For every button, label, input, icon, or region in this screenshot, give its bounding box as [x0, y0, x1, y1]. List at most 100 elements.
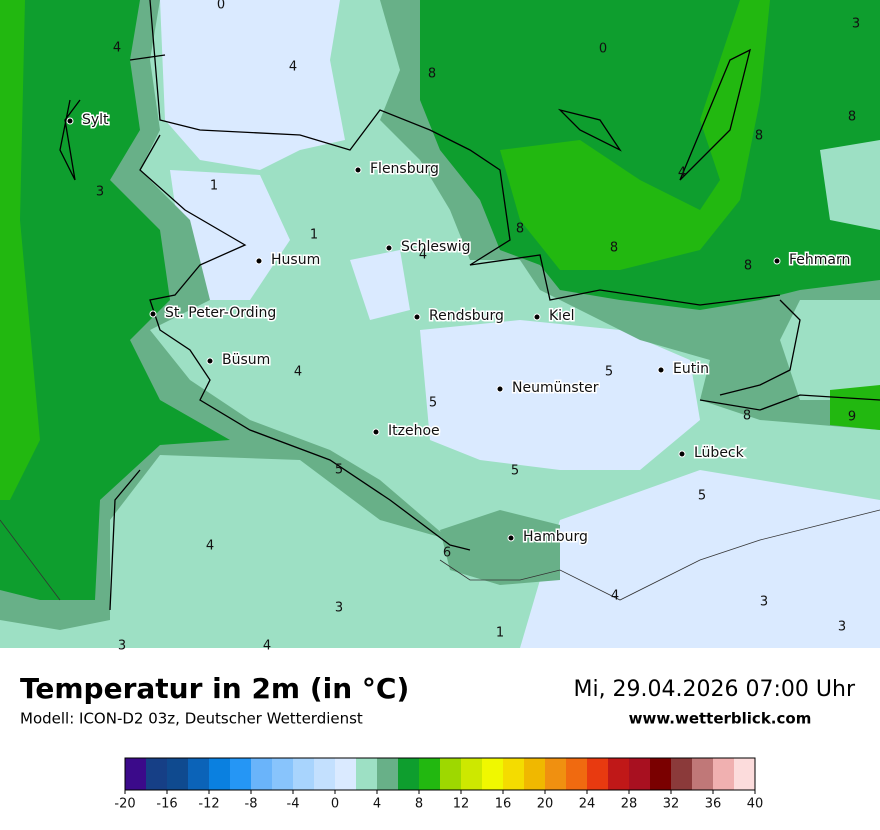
colorbar-swatch	[587, 758, 608, 790]
colorbar-swatch	[713, 758, 734, 790]
contour-label: 3	[118, 639, 126, 654]
contour-label: 4	[263, 639, 271, 654]
contour-label: 5	[698, 489, 706, 504]
colorbar-tick-label: -4	[287, 797, 300, 812]
colorbar-swatch	[125, 758, 146, 790]
website: www.wetterblick.com	[629, 710, 812, 728]
contour-label: 3	[838, 620, 846, 635]
contour-label: 5	[511, 464, 519, 479]
city-dot	[372, 428, 380, 436]
colorbar-swatch	[734, 758, 755, 790]
contour-label: 4	[419, 248, 427, 263]
contour-label: 5	[335, 463, 343, 478]
contour-label: 5	[605, 365, 613, 380]
colorbar-tick-label: 28	[621, 797, 638, 812]
city-dot	[533, 313, 541, 321]
colorbar-tick-label: -8	[245, 797, 258, 812]
city-dot	[66, 117, 74, 125]
sea-area	[0, 0, 40, 500]
contour-label: 3	[852, 17, 860, 32]
colorbar-tick-label: 40	[747, 797, 764, 812]
colorbar-swatch	[482, 758, 503, 790]
city-label: Itzehoe	[388, 423, 440, 439]
colorbar-tick-label: 16	[495, 797, 512, 812]
contour-label: 1	[310, 228, 318, 243]
colorbar-swatch	[293, 758, 314, 790]
colorbar: -20 -16 -12 -8 -4 0 4 8 12 16 20 24 28 32 36 40	[114, 757, 764, 812]
contour-label: 3	[760, 595, 768, 610]
cool-area	[520, 470, 880, 648]
city-label: Neumünster	[512, 380, 599, 396]
contour-label: 8	[610, 241, 618, 256]
colorbar-swatch	[440, 758, 461, 790]
contour-label: 3	[335, 601, 343, 616]
city-label: Flensburg	[370, 161, 439, 177]
city-label: Husum	[271, 252, 320, 268]
contour-label: 0	[217, 0, 225, 13]
city-dot	[149, 310, 157, 318]
contour-label: 1	[210, 179, 218, 194]
city-label: Kiel	[549, 308, 575, 324]
city-label: St. Peter-Ording	[165, 305, 276, 321]
contour-label: 3	[96, 185, 104, 200]
city-dot	[413, 313, 421, 321]
city-dot	[255, 257, 263, 265]
city-dot	[773, 257, 781, 265]
city-label: Rendsburg	[429, 308, 504, 324]
colorbar-swatch	[692, 758, 713, 790]
city-dot	[206, 357, 214, 365]
colorbar-swatch	[629, 758, 650, 790]
contour-label: 4	[113, 41, 121, 56]
colorbar-swatch	[566, 758, 587, 790]
city-dot	[496, 385, 504, 393]
title: Temperatur in 2m (in °C)	[20, 672, 409, 705]
contour-label: 4	[678, 166, 686, 181]
city-label: Hamburg	[523, 529, 588, 545]
colorbar-swatch	[314, 758, 335, 790]
contour-label: 8	[516, 222, 524, 237]
colorbar-tick-label: -20	[114, 797, 135, 812]
colorbar-tick-label: 0	[331, 797, 339, 812]
colorbar-swatch	[335, 758, 356, 790]
colorbar-swatch	[209, 758, 230, 790]
city-label: Büsum	[222, 352, 270, 368]
coastline	[0, 0, 880, 611]
contour-label: 8	[428, 67, 436, 82]
map	[0, 0, 880, 648]
sea-area	[830, 385, 880, 430]
contour-label: 8	[744, 259, 752, 274]
contour-label: 8	[743, 409, 751, 424]
cool-area	[350, 250, 410, 320]
colorbar-tick-label: 20	[537, 797, 554, 812]
datetime: Mi, 29.04.2026 07:00 Uhr	[573, 677, 855, 702]
colorbar-tick-label: 32	[663, 797, 680, 812]
colorbar-tick-label: 12	[453, 797, 470, 812]
contour-label: 5	[429, 396, 437, 411]
contour-label: 4	[289, 60, 297, 75]
city-label: Fehmarn	[789, 252, 850, 268]
colorbar-swatch	[398, 758, 419, 790]
colorbar-swatch	[671, 758, 692, 790]
city-label: Lübeck	[694, 445, 745, 461]
colorbar-swatch	[419, 758, 440, 790]
subtitle: Modell: ICON-D2 03z, Deutscher Wetterdie…	[20, 710, 363, 728]
colorbar-swatch	[608, 758, 629, 790]
contour-label: 4	[294, 365, 302, 380]
colorbar-swatch	[461, 758, 482, 790]
colorbar-swatch	[545, 758, 566, 790]
colorbar-swatch	[377, 758, 398, 790]
city-label: Sylt	[82, 112, 109, 128]
land-area	[820, 140, 880, 230]
city-dot	[385, 244, 393, 252]
city-dot	[657, 366, 665, 374]
colorbar-swatch	[146, 758, 167, 790]
colorbar-swatch	[272, 758, 293, 790]
colorbar-swatch	[230, 758, 251, 790]
contour-label: 1	[496, 626, 504, 641]
colorbar-swatch	[356, 758, 377, 790]
colorbar-swatch	[650, 758, 671, 790]
city-label: Schleswig	[401, 239, 470, 255]
contour-label: 6	[443, 546, 451, 561]
cool-area	[420, 320, 700, 470]
contour-label: 4	[611, 589, 619, 604]
